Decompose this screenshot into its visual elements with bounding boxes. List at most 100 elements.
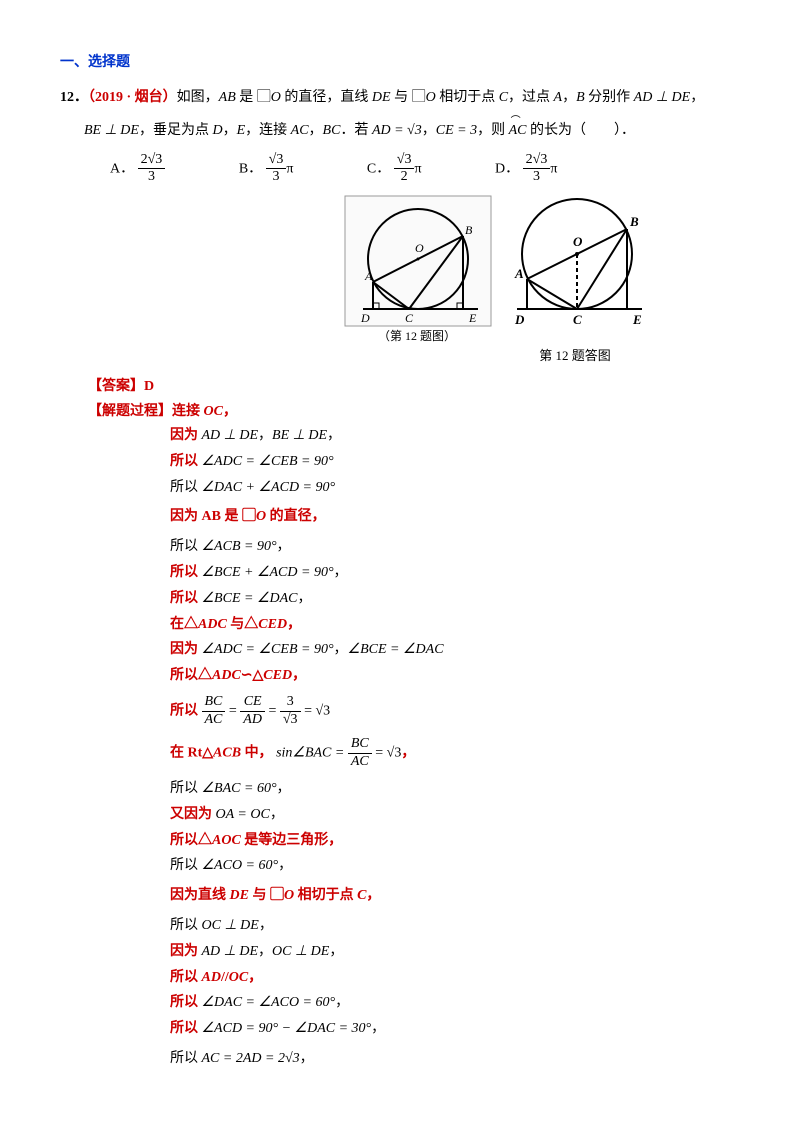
t: 所以	[170, 1051, 202, 1066]
var-A: A	[554, 90, 563, 105]
t: ∠DAC = ∠ACO = 60°	[202, 995, 336, 1010]
svg-text:（第 12 题图）: （第 12 题图）	[378, 329, 456, 343]
t: ，	[298, 591, 312, 606]
t: ∠BAC = 60°	[202, 781, 277, 796]
problem-statement: 12．（2019 · 烟台）如图，AB 是 ▢O 的直径，直线 DE 与 ▢O …	[60, 85, 740, 110]
svg-text:E: E	[632, 312, 642, 327]
t: √3	[280, 712, 301, 729]
t: 所以	[170, 970, 202, 985]
circle-icon: ▢	[412, 90, 426, 105]
t: O	[284, 888, 294, 903]
txt: ，连接	[245, 123, 291, 138]
t: 的直径，	[266, 509, 326, 524]
txt: ，垂足为点	[139, 123, 213, 138]
t: 所以	[170, 781, 202, 796]
t: AD	[202, 970, 221, 985]
step: 所以 BCAC = CEAD = 3√3 = √3	[170, 694, 740, 729]
var-AC: AC	[291, 123, 309, 138]
t: DE	[230, 888, 249, 903]
t: CED	[258, 617, 287, 632]
txt: 分别作	[585, 90, 634, 105]
var-DE: DE	[372, 90, 391, 105]
t: ACB	[213, 746, 241, 761]
t: OC	[229, 970, 248, 985]
t: AD ⊥ DE	[202, 944, 259, 959]
var-AB: AB	[219, 90, 236, 105]
t: ，	[334, 642, 348, 657]
t: ，	[329, 944, 343, 959]
solution-block: 【答案】D 【解题过程】连接 OC， 因为 AD ⊥ DE，BE ⊥ DE， 所…	[60, 374, 740, 1071]
t: ，	[292, 668, 306, 683]
t: =	[229, 703, 240, 718]
figure-1: O A B C D E （第 12 题图）	[343, 194, 493, 344]
process-label: 【解题过程】	[88, 404, 172, 419]
svg-text:D: D	[514, 312, 525, 327]
opt-label: D．	[495, 161, 519, 176]
t: 所以	[170, 703, 202, 718]
step: 所以 AC = 2AD = 2√3，	[170, 1047, 740, 1071]
t: ，	[258, 428, 272, 443]
problem-line-2: BE ⊥ DE，垂足为点 D，E，连接 AC，BC．若 AD = √3，CE =…	[84, 118, 740, 143]
var-D: D	[212, 123, 222, 138]
pi: π	[414, 161, 421, 176]
expr: AD ⊥ DE	[634, 90, 691, 105]
txt: ．若	[340, 123, 372, 138]
figure-2: O A B C D E	[497, 194, 657, 344]
t: 与	[249, 888, 270, 903]
t: //	[221, 970, 229, 985]
svg-text:E: E	[468, 311, 477, 325]
step: 所以△ADC∽△CED，	[170, 664, 740, 688]
t: 又因为	[170, 807, 216, 822]
txt: 是	[236, 90, 254, 105]
step: 在△ADC 与△CED，	[170, 613, 740, 637]
option-a: A． 2√33	[110, 152, 165, 187]
txt: 相切于点	[436, 90, 499, 105]
step: 所以 AD//OC，	[170, 966, 740, 990]
txt: ，过点	[508, 90, 554, 105]
t: ∽△	[241, 668, 264, 683]
t: BE ⊥ DE	[272, 428, 327, 443]
t: = √3	[375, 746, 401, 761]
txt: 连接	[172, 404, 204, 419]
num: 2√3	[138, 152, 166, 170]
t: BC	[348, 736, 372, 754]
den: 2	[394, 169, 415, 186]
t: ，	[401, 746, 415, 761]
svg-text:C: C	[573, 312, 582, 327]
t: AC	[202, 712, 226, 729]
step: 因为 AD ⊥ DE，OC ⊥ DE，	[170, 940, 740, 964]
den: 3	[138, 169, 166, 186]
svg-text:B: B	[465, 223, 473, 237]
answer-label: 【答案】	[88, 379, 144, 394]
step: 又因为 OA = OC，	[170, 803, 740, 827]
txt: 与	[391, 90, 409, 105]
t: 因为	[170, 944, 202, 959]
var-O: O	[271, 90, 281, 105]
problem-number: 12．	[60, 90, 88, 105]
t: 所以	[170, 995, 202, 1010]
t: 因为	[170, 428, 202, 443]
txt: 如图，	[177, 90, 219, 105]
t: ADC	[212, 668, 241, 683]
t: OC ⊥ DE	[202, 918, 259, 933]
var-O: O	[426, 90, 436, 105]
t: 所以	[170, 918, 202, 933]
pi: π	[550, 161, 557, 176]
var-OC: OC	[204, 404, 223, 419]
step: 所以 ∠ACD = 90° − ∠DAC = 30°，	[170, 1017, 740, 1041]
t: ∠BCE = ∠DAC	[348, 642, 444, 657]
step: 所以 ∠BCE + ∠ACD = 90°，	[170, 561, 740, 585]
t: =	[268, 703, 279, 718]
svg-text:A: A	[364, 269, 373, 283]
t: ，	[366, 888, 380, 903]
step: 因为 AD ⊥ DE，BE ⊥ DE，	[170, 424, 740, 448]
process-line: 【解题过程】连接 OC，	[88, 399, 740, 424]
option-d: D． 2√33π	[495, 152, 557, 187]
t: 因为直线	[170, 888, 230, 903]
t: ，	[259, 918, 273, 933]
t: AOC	[212, 833, 241, 848]
opt-label: B．	[239, 161, 262, 176]
t: 相切于点	[294, 888, 357, 903]
step: 所以 ∠DAC + ∠ACD = 90°	[170, 476, 740, 500]
t: ，	[270, 807, 284, 822]
